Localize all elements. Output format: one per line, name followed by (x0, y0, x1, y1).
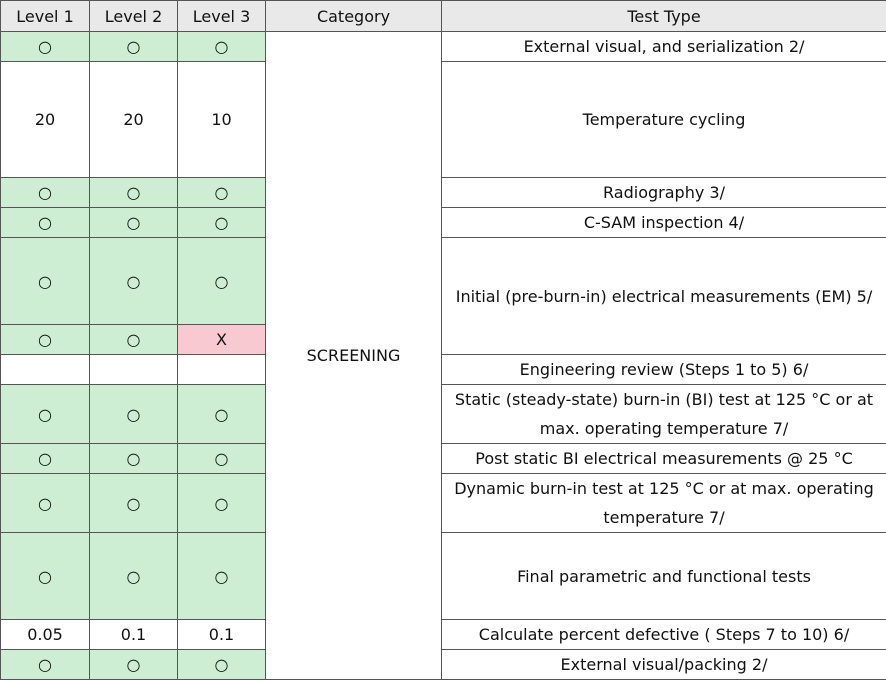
table-row: ○ ○ ○ Dynamic burn-in test at 125 °C or … (1, 474, 886, 533)
table-row: ○ ○ ○ Radiography 3/ (1, 178, 886, 208)
table-row: Engineering review (Steps 1 to 5) 6/ (1, 355, 886, 385)
table-row: ○ ○ ○ Static (steady-state) burn-in (BI)… (1, 385, 886, 444)
level-1-cell: 0.05 (1, 620, 90, 650)
level-3-cell (178, 355, 266, 385)
level-3-cell: ○ (178, 474, 266, 533)
level-2-cell: ○ (90, 533, 178, 620)
header-level-1: Level 1 (1, 1, 90, 32)
test-type-cell: Static (steady-state) burn-in (BI) test … (442, 385, 886, 444)
table-row: ○ ○ ○ Final parametric and functional te… (1, 533, 886, 620)
test-type-cell: Calculate percent defective ( Steps 7 to… (442, 620, 886, 650)
header-category: Category (266, 1, 442, 32)
level-3-cell: ○ (178, 385, 266, 444)
table-row: ○ ○ ○ Post static BI electrical measurem… (1, 444, 886, 474)
level-1-cell: ○ (1, 444, 90, 474)
level-1-cell: ○ (1, 650, 90, 680)
table-row: ○ ○ ○ Initial (pre-burn-in) electrical m… (1, 238, 886, 325)
level-1-cell: ○ (1, 385, 90, 444)
category-cell: SCREENING (266, 32, 442, 680)
level-3-cell: X (178, 325, 266, 355)
level-3-cell: ○ (178, 238, 266, 325)
level-3-cell: ○ (178, 178, 266, 208)
test-type-cell: Dynamic burn-in test at 125 °C or at max… (442, 474, 886, 533)
test-type-cell: C-SAM inspection 4/ (442, 208, 886, 238)
table-row: ○ ○ ○ C-SAM inspection 4/ (1, 208, 886, 238)
level-2-cell: ○ (90, 385, 178, 444)
test-type-cell: Final parametric and functional tests (442, 533, 886, 620)
level-2-cell: ○ (90, 474, 178, 533)
level-3-cell: ○ (178, 650, 266, 680)
table-row: ○ ○ ○ SCREENING External visual, and ser… (1, 32, 886, 62)
level-2-cell: 20 (90, 62, 178, 178)
test-type-cell: External visual, and serialization 2/ (442, 32, 886, 62)
test-type-cell: External visual/packing 2/ (442, 650, 886, 680)
table-row: 0.05 0.1 0.1 Calculate percent defective… (1, 620, 886, 650)
level-3-cell: ○ (178, 533, 266, 620)
level-2-cell: ○ (90, 32, 178, 62)
level-3-cell: 10 (178, 62, 266, 178)
level-1-cell: 20 (1, 62, 90, 178)
level-2-cell: ○ (90, 650, 178, 680)
test-type-cell: Temperature cycling (442, 62, 886, 178)
level-2-cell: ○ (90, 325, 178, 355)
level-2-cell: ○ (90, 178, 178, 208)
level-1-cell: ○ (1, 178, 90, 208)
test-type-cell: Engineering review (Steps 1 to 5) 6/ (442, 355, 886, 385)
level-1-cell: ○ (1, 474, 90, 533)
level-2-cell: ○ (90, 208, 178, 238)
test-type-cell: Radiography 3/ (442, 178, 886, 208)
table-row: ○ ○ ○ External visual/packing 2/ (1, 650, 886, 680)
header-row: Level 1 Level 2 Level 3 Category Test Ty… (1, 1, 886, 32)
test-type-cell: Initial (pre-burn-in) electrical measure… (442, 238, 886, 355)
header-level-2: Level 2 (90, 1, 178, 32)
level-2-cell (90, 355, 178, 385)
level-1-cell: ○ (1, 238, 90, 325)
level-3-cell: ○ (178, 208, 266, 238)
level-1-cell: ○ (1, 325, 90, 355)
level-3-cell: ○ (178, 444, 266, 474)
level-1-cell (1, 355, 90, 385)
header-level-3: Level 3 (178, 1, 266, 32)
level-3-cell: ○ (178, 32, 266, 62)
level-1-cell: ○ (1, 32, 90, 62)
table-row: 20 20 10 Temperature cycling (1, 62, 886, 178)
level-2-cell: 0.1 (90, 620, 178, 650)
level-2-cell: ○ (90, 238, 178, 325)
level-1-cell: ○ (1, 208, 90, 238)
header-test-type: Test Type (442, 1, 886, 32)
test-type-cell: Post static BI electrical measurements @… (442, 444, 886, 474)
level-1-cell: ○ (1, 533, 90, 620)
level-2-cell: ○ (90, 444, 178, 474)
level-3-cell: 0.1 (178, 620, 266, 650)
